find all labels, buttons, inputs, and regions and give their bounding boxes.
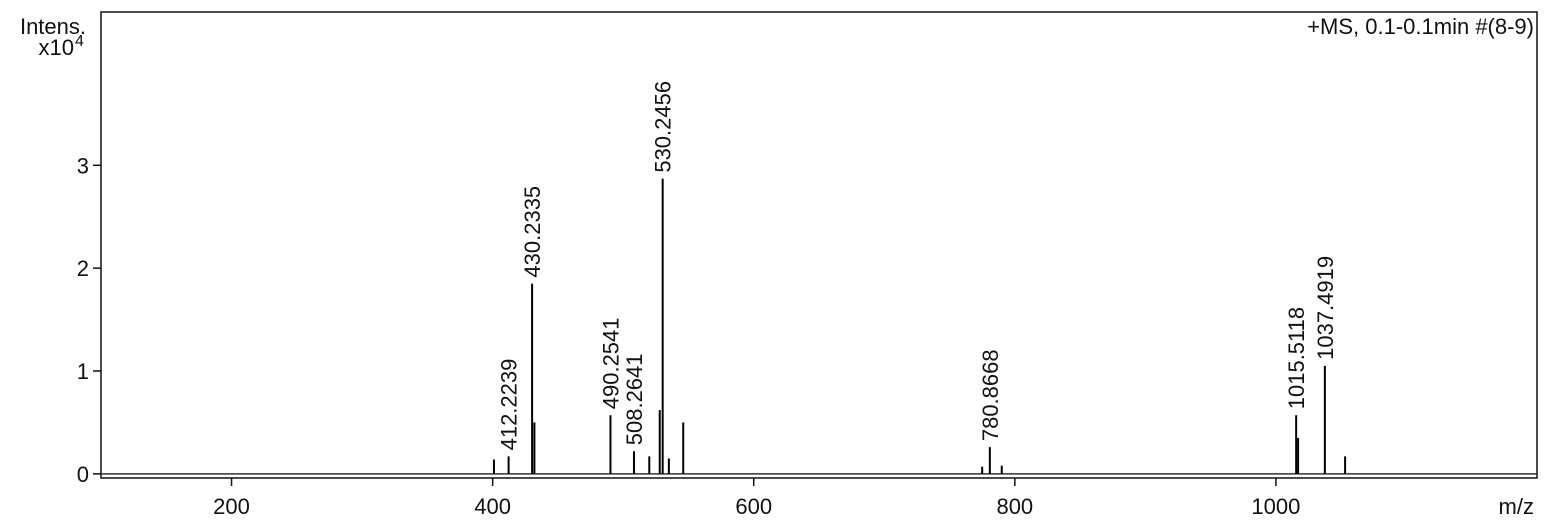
y-tick-label: 3 (77, 153, 89, 178)
peak-label: 490.2541 (598, 317, 623, 409)
x-tick-label: 1000 (1251, 494, 1300, 519)
peak-label: 780.8668 (978, 349, 1003, 441)
y-tick-label: 1 (77, 359, 89, 384)
x-tick-label: 400 (474, 494, 511, 519)
peak-label: 430.2335 (520, 186, 545, 278)
y-multiplier-exponent: 4 (75, 33, 84, 50)
x-tick-label: 800 (996, 494, 1033, 519)
peak-label: 1015.5118 (1284, 307, 1309, 409)
peak-label: 412.2239 (497, 359, 522, 451)
y-tick-label: 0 (77, 462, 89, 487)
x-tick-label: 600 (735, 494, 772, 519)
x-tick-label: 200 (213, 494, 250, 519)
y-multiplier: x10 (39, 35, 74, 60)
peak-label: 530.2456 (651, 81, 676, 173)
peak-label: 1037.4919 (1313, 256, 1338, 360)
y-axis-label: Intens. (20, 14, 86, 39)
annotation: +MS, 0.1-0.1min #(8-9) (1307, 14, 1534, 39)
plot-frame (100, 11, 1538, 479)
x-axis-label: m/z (1499, 494, 1534, 519)
y-tick-label: 2 (77, 256, 89, 281)
peak-label: 508.2641 (622, 353, 647, 445)
